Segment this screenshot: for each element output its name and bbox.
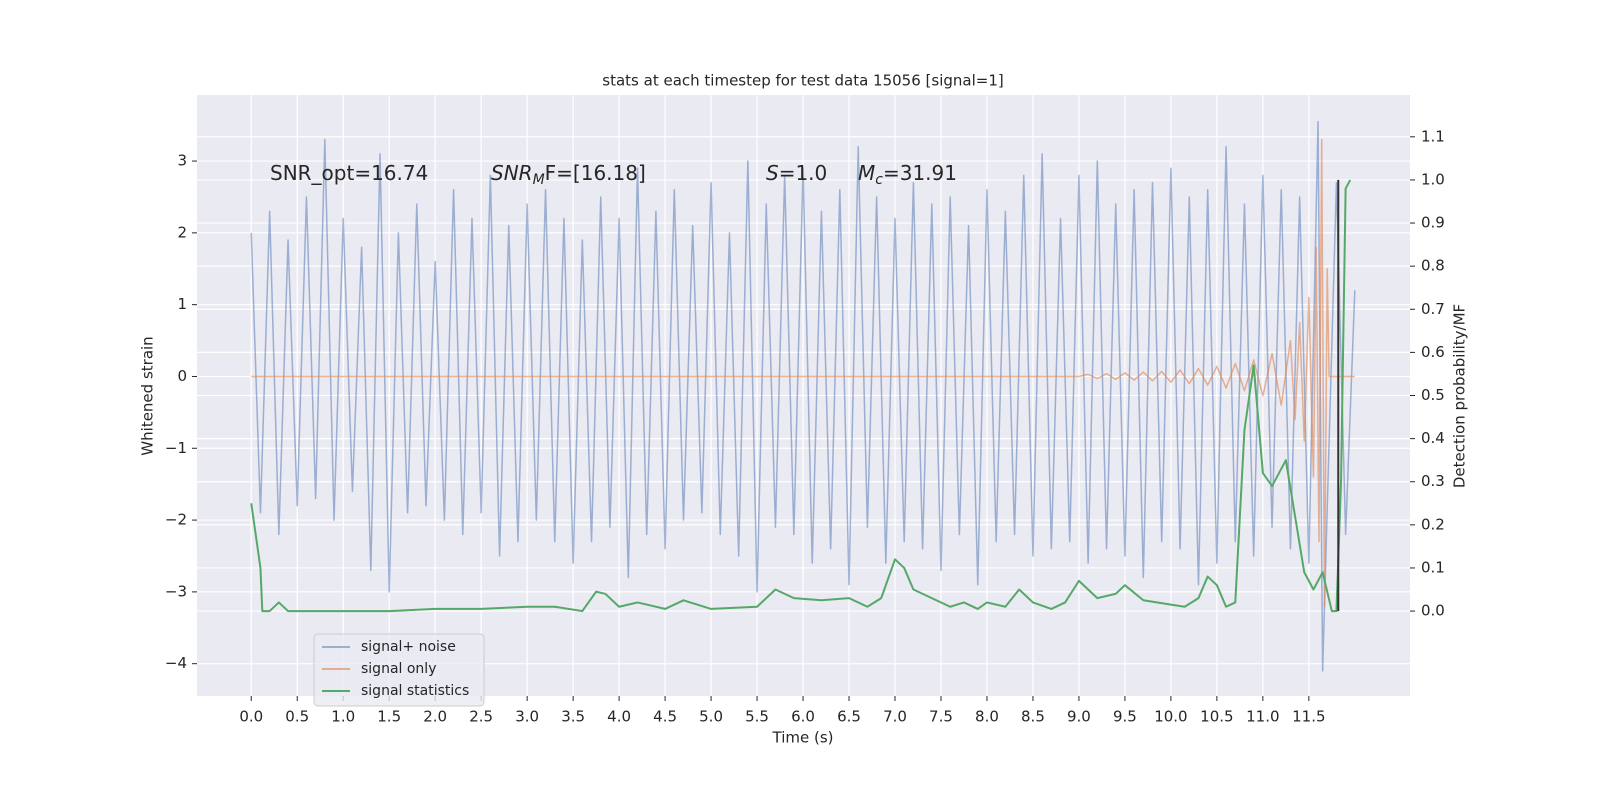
- y2-tick-label: 0.3: [1421, 472, 1445, 490]
- annotation-text: SNR_opt=16.74: [270, 161, 428, 185]
- x-tick-label: 10.0: [1154, 708, 1187, 726]
- series-line: [251, 138, 1355, 607]
- x-tick-label: 0.0: [239, 708, 263, 726]
- annotation-base: SNR: [491, 161, 533, 185]
- x-axis-label: Time (s): [772, 729, 834, 747]
- annotations: SNR_opt=16.74 SNRMF=[16.18] S=1.0 Mc=31.91: [270, 161, 957, 189]
- annotation: Mc=31.91: [858, 161, 957, 189]
- y-tick-label: −2: [165, 511, 187, 529]
- marks: [250, 120, 1356, 672]
- annotation: SNRMF=[16.18]: [491, 161, 646, 189]
- x-tick-label: 4.0: [607, 708, 631, 726]
- annotation: S=1.0: [766, 161, 827, 185]
- x-tick-label: 7.0: [883, 708, 907, 726]
- y2-tick-label: 0.2: [1421, 515, 1445, 533]
- y2-tick-label: 0.4: [1421, 429, 1445, 447]
- y2-tick-label: 1.0: [1421, 170, 1445, 188]
- x-tick-label: 2.0: [423, 708, 447, 726]
- x-tick-label: 8.0: [975, 708, 999, 726]
- chart-title: stats at each timestep for test data 150…: [602, 72, 1003, 90]
- x-tick-label: 1.5: [377, 708, 401, 726]
- y-tick-label: −4: [165, 654, 187, 672]
- x-tick-label: 5.0: [699, 708, 723, 726]
- legend: signal+ noise signal only signal statistic…: [313, 633, 485, 707]
- y2-tick-label: 0.9: [1421, 214, 1445, 232]
- x-tick-label: 10.5: [1200, 708, 1233, 726]
- x-tick-label: 2.5: [469, 708, 493, 726]
- annotation-sub: c: [875, 172, 883, 188]
- x-tick-label: 8.5: [1021, 708, 1045, 726]
- x-tick-label: 3.0: [515, 708, 539, 726]
- series-line: [250, 179, 1352, 613]
- axes: 0.0 0.5 1.0 1.5 2.0 2.5 3.0 3.5 4.0 4.5 5.0 5.5 6.0 6…: [165, 127, 1445, 725]
- x-tick-label: 9.5: [1113, 708, 1137, 726]
- annotation-base: S: [766, 161, 779, 185]
- y-tick-label: 1: [177, 295, 187, 313]
- annotation: SNR_opt=16.74: [270, 161, 428, 185]
- y2-axis-label: Detection probability/MF: [1451, 304, 1469, 488]
- y-tick-label: 3: [177, 152, 187, 170]
- x-tick-label: 3.5: [561, 708, 585, 726]
- annotation-text: F=[16.18]: [545, 161, 646, 185]
- y2-tick-label: 0.1: [1421, 558, 1445, 576]
- legend-label: signal statistics: [361, 683, 469, 699]
- y2-tick-label: 0.6: [1421, 343, 1445, 361]
- legend-label: signal only: [361, 661, 436, 677]
- x-tick-label: 0.5: [285, 708, 309, 726]
- y2-tick-label: 0.5: [1421, 386, 1445, 404]
- y2-tick-label: 0.0: [1421, 602, 1445, 620]
- annotation-base: M: [858, 161, 875, 185]
- y-axis-label: Whitened strain: [139, 336, 157, 455]
- y2-tick-label: 1.1: [1421, 127, 1445, 145]
- legend-box: [313, 633, 485, 707]
- annotation-text: =31.91: [883, 161, 957, 185]
- y-tick-label: −3: [165, 582, 187, 600]
- x-tick-label: 6.5: [837, 708, 861, 726]
- y-tick-label: 2: [177, 223, 187, 241]
- y2-tick-label: 0.7: [1421, 300, 1445, 318]
- x-tick-label: 7.5: [929, 708, 953, 726]
- series-line: [250, 120, 1356, 672]
- y-tick-label: −1: [165, 439, 187, 457]
- x-tick-label: 1.0: [331, 708, 355, 726]
- x-tick-label: 11.5: [1292, 708, 1325, 726]
- x-tick-label: 9.0: [1067, 708, 1091, 726]
- y2-tick-label: 0.8: [1421, 257, 1445, 275]
- legend-label: signal+ noise: [361, 639, 456, 655]
- x-tick-label: 5.5: [745, 708, 769, 726]
- x-tick-label: 6.0: [791, 708, 815, 726]
- annotation-sub: M: [533, 172, 545, 188]
- y-tick-label: 0: [177, 367, 187, 385]
- x-tick-label: 11.0: [1246, 708, 1279, 726]
- x-tick-label: 4.5: [653, 708, 677, 726]
- annotation-text: =1.0: [779, 161, 828, 185]
